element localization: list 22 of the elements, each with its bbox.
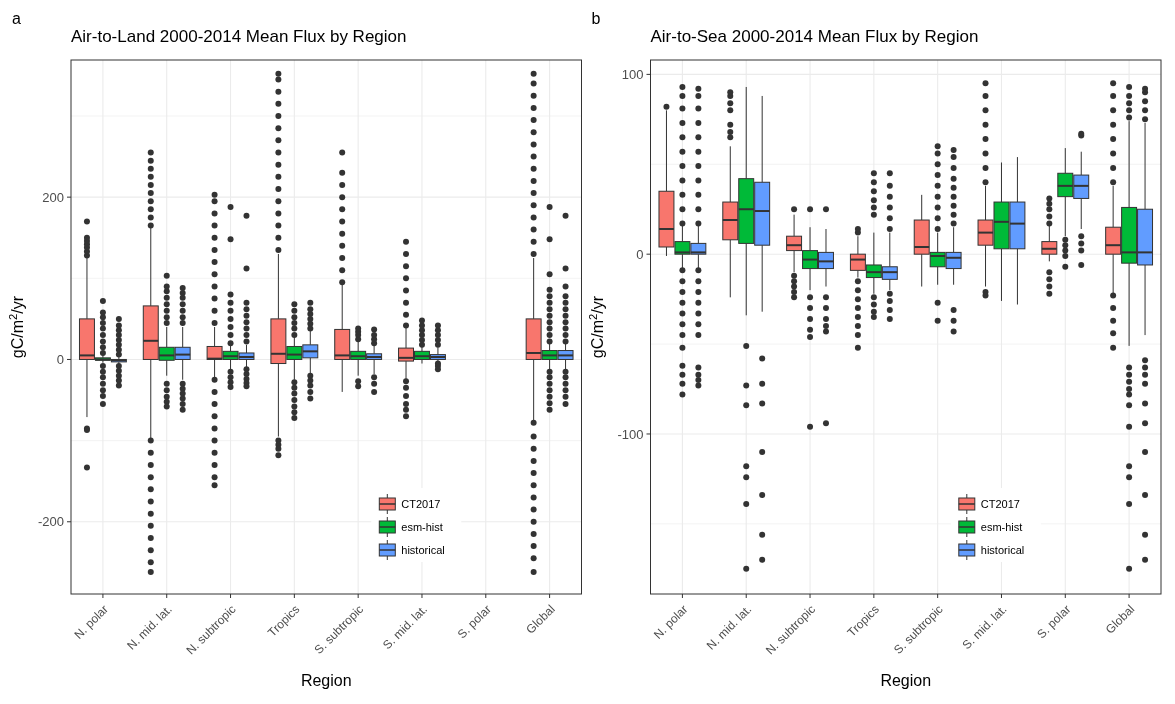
x-axis-title: Region — [880, 672, 932, 689]
legend-label: historical — [980, 543, 1025, 556]
y-tick-label: -200 — [37, 514, 64, 530]
x-tick-label: S. mid. lat. — [959, 602, 1010, 653]
y-tick-label: 100 — [621, 66, 644, 82]
legend-label: esm-hist — [980, 520, 1023, 533]
chart-title: Air-to-Land 2000-2014 Mean Flux by Region — [71, 27, 407, 46]
y-tick-label: -100 — [617, 426, 644, 442]
x-tick-label: S. mid. lat. — [380, 602, 431, 653]
legend-label: CT2017 — [980, 497, 1020, 510]
x-tick-label: N. mid. lat. — [124, 602, 175, 653]
legend-label: CT2017 — [401, 497, 441, 510]
y-tick-label: 0 — [636, 246, 644, 262]
x-tick-label: N. mid. lat. — [703, 602, 755, 653]
text: a — [12, 10, 21, 27]
legend-label: historical — [401, 543, 445, 556]
y-tick-label: 200 — [42, 189, 64, 205]
text: b — [591, 10, 601, 27]
x-axis-title: Region — [300, 672, 352, 689]
y-tick-label: 0 — [56, 352, 64, 368]
legend-label: esm-hist — [401, 520, 443, 533]
chart-title: Air-to-Sea 2000-2014 Mean Flux by Region — [650, 27, 979, 46]
